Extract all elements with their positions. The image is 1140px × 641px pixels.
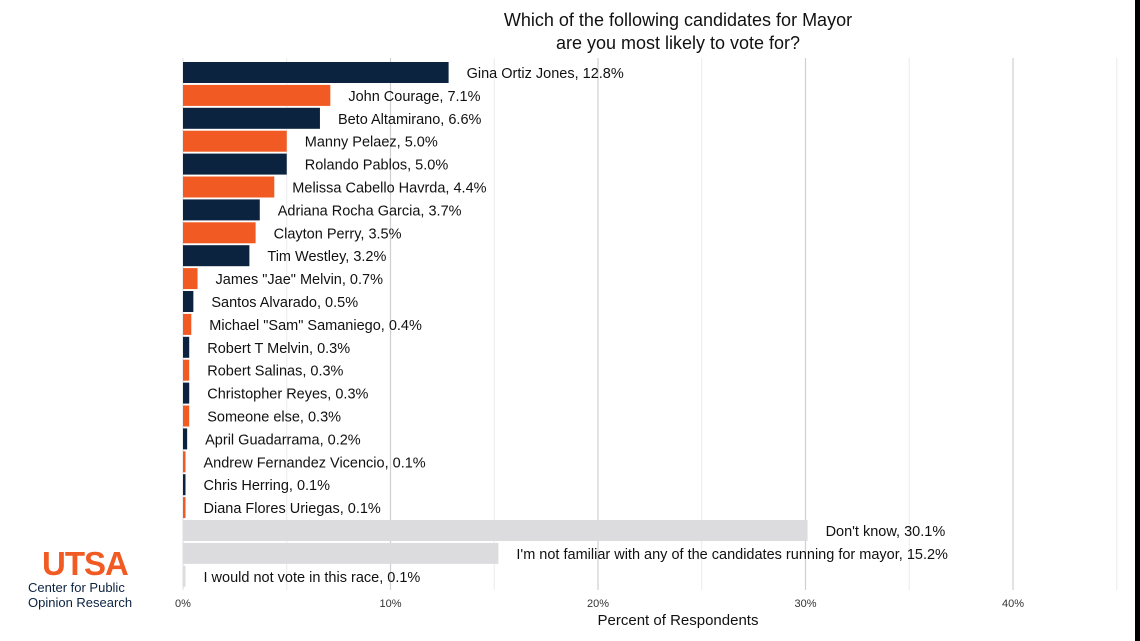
bar-label: I'm not familiar with any of the candida… [516, 547, 948, 563]
x-tick-label: 20% [587, 598, 609, 610]
x-tick-label: 30% [794, 598, 816, 610]
bar [183, 291, 194, 312]
bar [183, 520, 808, 541]
x-tick-label: 40% [1002, 598, 1024, 610]
bar-label: Tim Westley, 3.2% [267, 249, 386, 265]
bar [183, 336, 190, 358]
bar [183, 176, 275, 198]
bar [183, 222, 256, 244]
x-tick-label: 10% [379, 598, 401, 610]
bar-label: Robert T Melvin, 0.3% [207, 341, 350, 357]
bar-label: Manny Pelaez, 5.0% [305, 135, 438, 151]
bar-label: Beto Altamirano, 6.6% [338, 112, 482, 128]
bar-label: Gina Ortiz Jones, 12.8% [467, 66, 624, 82]
bar [183, 382, 190, 404]
bar-label: Someone else, 0.3% [207, 410, 341, 426]
bar-label: Santos Alvarado, 0.5% [211, 295, 358, 311]
org-name-line-2: Opinion Research [28, 595, 133, 610]
bar [183, 405, 190, 427]
bar [183, 497, 186, 519]
bar-label: Clayton Perry, 3.5% [274, 226, 402, 242]
bar-label: Adriana Rocha Garcia, 3.7% [278, 203, 462, 219]
bar-label: I would not vote in this race, 0.1% [204, 570, 421, 586]
bar [183, 245, 250, 267]
bar-label: Andrew Fernandez Vicencio, 0.1% [204, 455, 426, 471]
bar [183, 84, 331, 106]
bar [183, 451, 186, 473]
org-name: Center for Public Opinion Research [24, 580, 154, 610]
bar-label: April Guadarrama, 0.2% [205, 432, 361, 448]
bar [183, 542, 499, 564]
bar-label: Robert Salinas, 0.3% [207, 364, 343, 380]
bar [183, 359, 190, 381]
bar [183, 428, 188, 450]
window-edge [1135, 0, 1140, 641]
bar [183, 474, 186, 496]
bar [183, 268, 198, 290]
bars [183, 62, 808, 587]
chart-title-line-1: Which of the following candidates for Ma… [504, 10, 852, 30]
x-axis-label: Percent of Respondents [598, 612, 759, 629]
bar-labels: Gina Ortiz Jones, 12.8% John Courage, 7.1… [204, 66, 949, 586]
bar-label: Chris Herring, 0.1% [204, 478, 331, 494]
org-name-line-1: Center for Public [28, 580, 125, 595]
bar [183, 107, 320, 129]
x-tick-label: 0% [175, 598, 191, 610]
x-tick-labels: 0% 10% 20% 30% 40% [175, 598, 1024, 610]
bar-label: Rolando Pablos, 5.0% [305, 158, 449, 174]
bar-label: Don't know, 30.1% [826, 524, 946, 540]
bar [183, 313, 192, 335]
bar-label: James "Jae" Melvin, 0.7% [216, 272, 384, 288]
bar-label: Diana Flores Uriegas, 0.1% [204, 501, 381, 517]
utsa-logo: UTSA Center for Public Opinion Research [24, 545, 154, 610]
logo-wordmark: UTSA [42, 545, 129, 582]
chart-title-line-2: are you most likely to vote for? [556, 33, 800, 53]
bar-label: Christopher Reyes, 0.3% [207, 387, 368, 403]
bar [183, 565, 186, 587]
bar [183, 153, 287, 175]
bar [183, 199, 260, 221]
bar [183, 130, 287, 152]
bar-label: Melissa Cabello Havrda, 4.4% [292, 181, 486, 197]
bar-label: Michael "Sam" Samaniego, 0.4% [209, 318, 422, 334]
bar-label: John Courage, 7.1% [348, 89, 480, 105]
bar [183, 62, 449, 83]
